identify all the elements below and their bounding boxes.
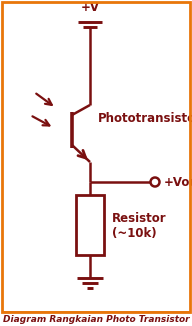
Text: Phototransistor: Phototransistor <box>98 111 192 125</box>
Text: Diagram Rangkaian Photo Transistor: Diagram Rangkaian Photo Transistor <box>3 316 189 324</box>
Text: +V: +V <box>80 1 99 14</box>
Text: (~10k): (~10k) <box>112 227 157 240</box>
Text: +Vout: +Vout <box>164 175 192 188</box>
Text: Resistor: Resistor <box>112 212 167 225</box>
Bar <box>76 195 104 255</box>
